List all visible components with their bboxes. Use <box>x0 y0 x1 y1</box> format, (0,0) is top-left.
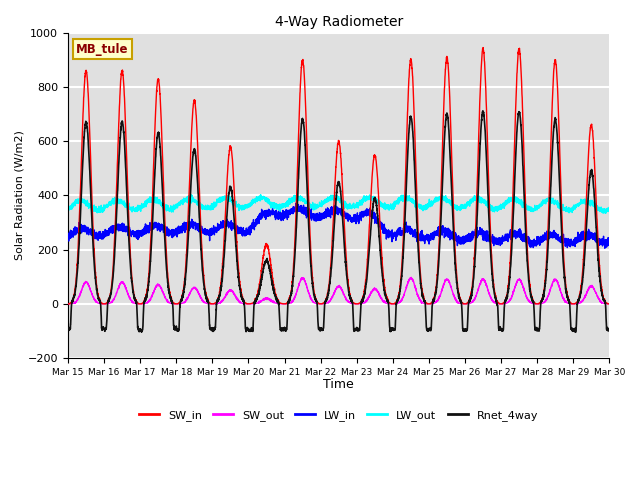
Legend: SW_in, SW_out, LW_in, LW_out, Rnet_4way: SW_in, SW_out, LW_in, LW_out, Rnet_4way <box>135 406 543 426</box>
X-axis label: Time: Time <box>323 378 354 391</box>
Text: MB_tule: MB_tule <box>76 43 129 56</box>
Y-axis label: Solar Radiation (W/m2): Solar Radiation (W/m2) <box>15 131 25 261</box>
Title: 4-Way Radiometer: 4-Way Radiometer <box>275 15 403 29</box>
